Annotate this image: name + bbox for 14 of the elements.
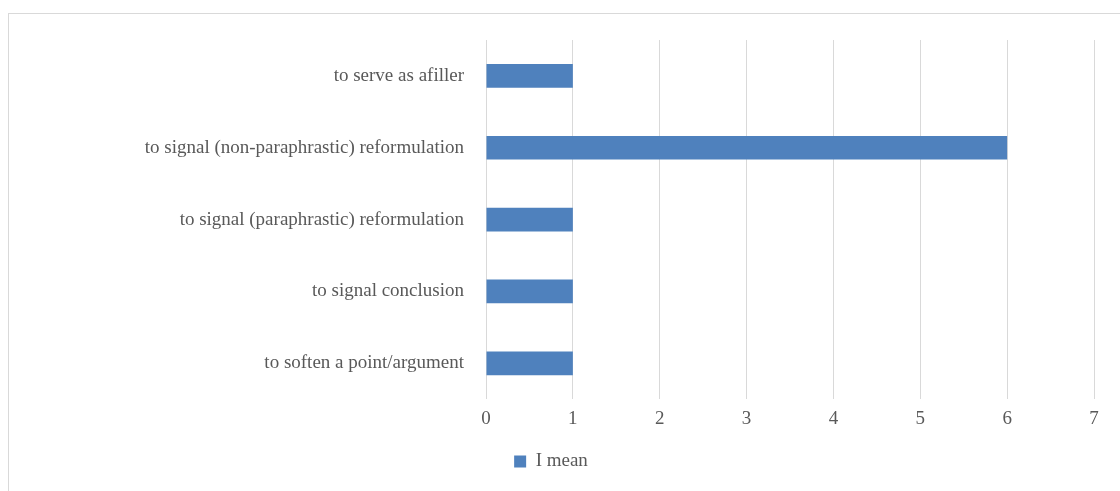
y-tick-label: to signal (non-paraphrastic) reformulation xyxy=(144,135,465,158)
y-tick-label: to signal (paraphrastic) reformulation xyxy=(179,207,465,230)
x-tick-label: 6 xyxy=(1002,406,1012,428)
y-tick-label: to serve as afiller xyxy=(333,63,465,85)
legend-label: I mean xyxy=(535,449,589,471)
y-tick-label: to signal conclusion xyxy=(312,279,465,301)
x-tick-label: 3 xyxy=(741,406,752,428)
x-tick-label: 0 xyxy=(481,406,491,428)
x-tick-label: 7 xyxy=(1089,406,1099,428)
x-tick-label: 2 xyxy=(654,406,665,428)
x-tick-label: 1 xyxy=(568,406,578,428)
y-tick-label: to soften a point/argument xyxy=(264,351,465,373)
x-tick-label: 4 xyxy=(828,406,839,428)
x-tick-label: 5 xyxy=(915,406,926,428)
